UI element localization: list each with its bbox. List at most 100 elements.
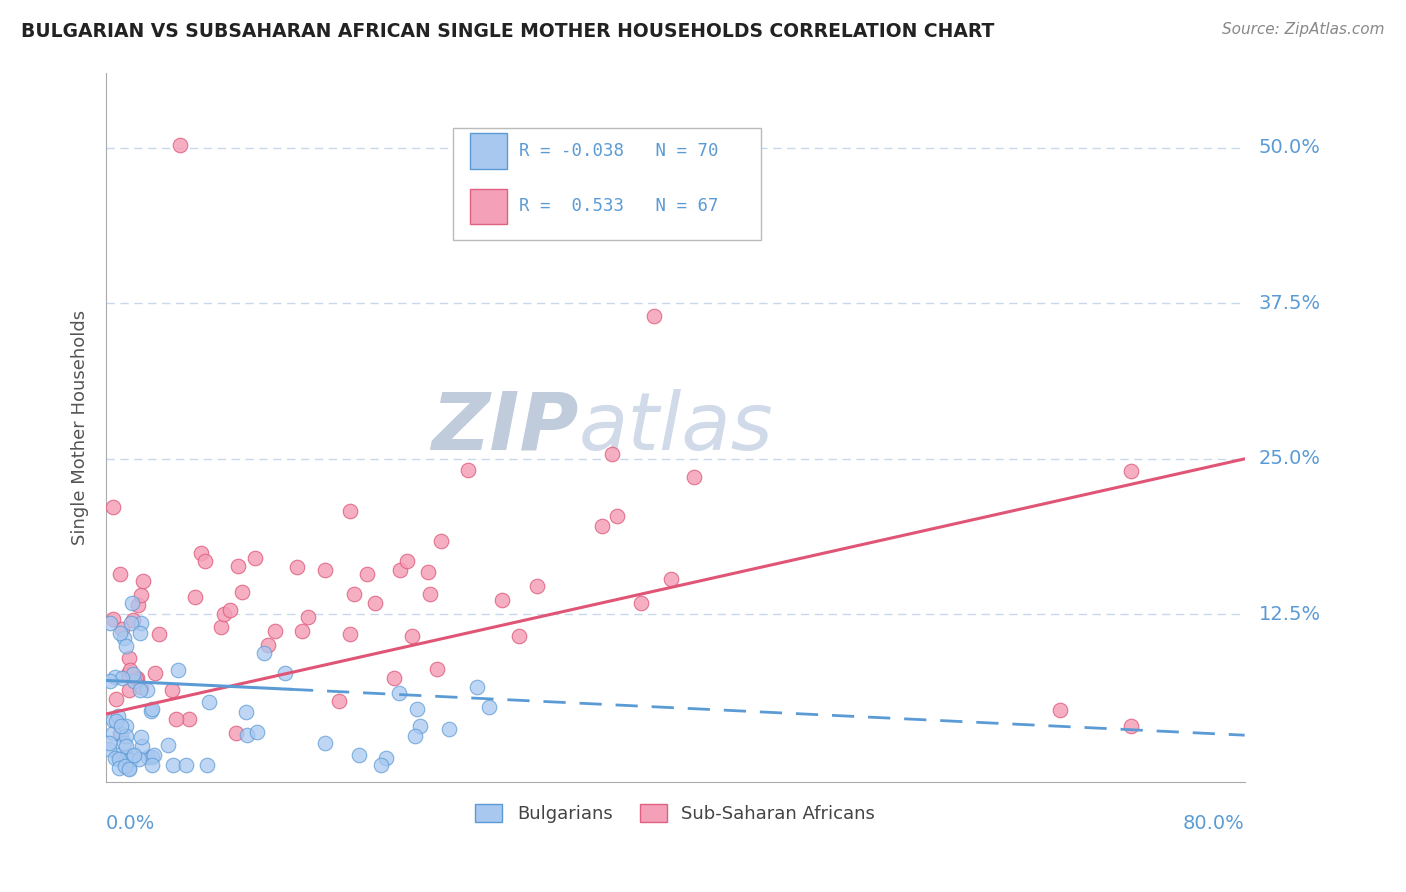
- Point: [600, 447, 623, 461]
- Point: [209, 620, 232, 634]
- Point: [339, 504, 361, 518]
- Point: [1049, 703, 1071, 717]
- Point: [347, 748, 370, 763]
- Point: [285, 560, 308, 574]
- Point: [129, 680, 152, 694]
- Point: [388, 563, 411, 577]
- Point: [108, 761, 131, 775]
- Point: [491, 592, 513, 607]
- Point: [127, 671, 149, 685]
- Point: [214, 607, 236, 621]
- Point: [430, 534, 453, 549]
- Point: [630, 596, 652, 610]
- Point: [138, 750, 160, 764]
- Point: [274, 666, 297, 681]
- Point: [165, 712, 187, 726]
- Point: [314, 563, 336, 577]
- Point: [115, 750, 138, 764]
- Point: [132, 574, 155, 588]
- Point: [419, 587, 441, 601]
- Point: [661, 572, 683, 586]
- Point: [114, 739, 136, 753]
- Text: 80.0%: 80.0%: [1182, 814, 1244, 833]
- Text: 50.0%: 50.0%: [1258, 138, 1320, 157]
- Point: [114, 729, 136, 743]
- Point: [591, 519, 613, 533]
- Point: [643, 309, 665, 323]
- Point: [108, 752, 131, 766]
- Point: [108, 725, 131, 739]
- Point: [118, 651, 141, 665]
- Text: ZIP: ZIP: [432, 389, 578, 467]
- Point: [114, 751, 136, 765]
- Point: [107, 748, 129, 763]
- Point: [683, 470, 706, 484]
- Point: [370, 757, 392, 772]
- Point: [114, 759, 136, 773]
- Point: [122, 748, 145, 763]
- Point: [139, 704, 162, 718]
- Text: BULGARIAN VS SUBSAHARAN AFRICAN SINGLE MOTHER HOUSEHOLDS CORRELATION CHART: BULGARIAN VS SUBSAHARAN AFRICAN SINGLE M…: [21, 22, 994, 41]
- Point: [166, 664, 188, 678]
- Point: [98, 674, 121, 689]
- Point: [121, 597, 143, 611]
- Point: [142, 748, 165, 763]
- Point: [478, 700, 501, 714]
- Point: [364, 596, 387, 610]
- Point: [124, 674, 146, 689]
- Legend: Bulgarians, Sub-Saharan Africans: Bulgarians, Sub-Saharan Africans: [468, 797, 883, 830]
- Point: [112, 736, 135, 750]
- Point: [235, 705, 257, 719]
- Point: [1119, 464, 1142, 478]
- Point: [404, 729, 426, 743]
- Point: [110, 719, 132, 733]
- Point: [111, 622, 134, 636]
- Text: R =  0.533   N = 67: R = 0.533 N = 67: [519, 197, 718, 215]
- Point: [120, 663, 142, 677]
- Point: [127, 599, 149, 613]
- Point: [1119, 719, 1142, 733]
- Point: [416, 565, 439, 579]
- Point: [169, 138, 191, 153]
- Point: [246, 725, 269, 739]
- Point: [118, 682, 141, 697]
- Point: [141, 702, 163, 716]
- Point: [291, 624, 314, 638]
- Point: [101, 726, 124, 740]
- Point: [128, 682, 150, 697]
- Point: [101, 500, 124, 514]
- Point: [104, 751, 127, 765]
- Point: [219, 603, 242, 617]
- Point: [104, 670, 127, 684]
- Point: [98, 736, 121, 750]
- Point: [437, 722, 460, 736]
- Point: [143, 665, 166, 680]
- Point: [100, 616, 122, 631]
- Point: [343, 587, 366, 601]
- Point: [157, 739, 180, 753]
- Point: [122, 748, 145, 763]
- Point: [526, 579, 548, 593]
- Point: [105, 691, 128, 706]
- Point: [374, 751, 396, 765]
- Point: [121, 613, 143, 627]
- Point: [111, 671, 134, 685]
- Point: [110, 727, 132, 741]
- Point: [243, 550, 266, 565]
- Point: [120, 753, 142, 767]
- Point: [382, 671, 405, 685]
- Y-axis label: Single Mother Households: Single Mother Households: [72, 310, 89, 545]
- Point: [148, 627, 170, 641]
- Text: 0.0%: 0.0%: [105, 814, 155, 833]
- Point: [356, 567, 378, 582]
- Point: [297, 610, 319, 624]
- Point: [128, 752, 150, 766]
- Point: [465, 680, 488, 694]
- FancyBboxPatch shape: [453, 128, 761, 240]
- Point: [401, 629, 423, 643]
- Text: R = -0.038   N = 70: R = -0.038 N = 70: [519, 142, 718, 160]
- Point: [112, 631, 135, 645]
- Point: [226, 558, 249, 573]
- Point: [124, 672, 146, 686]
- Point: [160, 683, 183, 698]
